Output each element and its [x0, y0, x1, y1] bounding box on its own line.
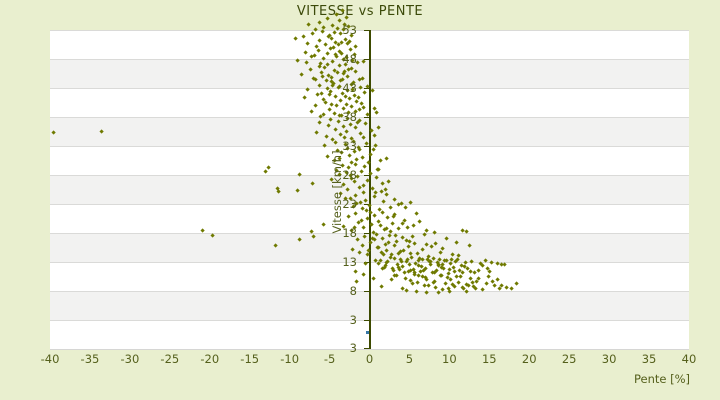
y-axis-tick-mark: [363, 146, 370, 147]
y-axis-tick-mark: [363, 320, 370, 321]
y-tick-label: 48: [342, 52, 357, 66]
y-tick-label: 3: [349, 341, 357, 356]
y-tick-label: 33: [342, 139, 357, 153]
y-axis-tick-mark: [363, 59, 370, 60]
y-axis-tick-mark: [363, 233, 370, 234]
y-tick-label: 23: [342, 197, 357, 211]
x-tick-label: 25: [561, 352, 577, 366]
x-tick-label: -15: [240, 352, 260, 366]
y-tick-label: 18: [342, 226, 357, 240]
y-axis-tick-mark: [363, 117, 370, 118]
x-tick-label: 10: [442, 352, 457, 366]
y-axis-title: Vitesse [km/h]: [330, 150, 344, 234]
x-tick-label: 35: [641, 352, 657, 366]
x-axis-title: Pente [%]: [633, 372, 690, 386]
x-tick-label: 40: [681, 352, 697, 366]
plot-area: [50, 8, 689, 350]
x-tick-label: -30: [120, 352, 140, 366]
x-tick-label: 20: [521, 352, 537, 366]
chart-title: VITESSE vs PENTE: [296, 4, 424, 19]
scatter-point: [360, 271, 366, 277]
scatter-point: [366, 330, 370, 334]
y-tick-label: 13: [342, 255, 357, 269]
y-axis-tick-mark: [363, 30, 370, 31]
scatter-point: [435, 289, 441, 295]
y-tick-label: 8: [349, 284, 357, 298]
x-tick-label: 0: [365, 352, 374, 366]
x-tick-label: -40: [40, 352, 60, 366]
y-tick-label: 53: [342, 23, 357, 37]
x-tick-label: 30: [601, 352, 617, 366]
y-tick-label: 43: [342, 81, 357, 95]
y-axis-tick-mark: [363, 348, 370, 349]
x-tick-label: -10: [280, 352, 300, 366]
y-tick-label: 28: [342, 168, 357, 182]
y-axis-tick-mark: [363, 204, 370, 205]
y-axis-line: [368, 30, 371, 349]
x-tick-label: 5: [405, 352, 414, 366]
scatter-point: [332, 126, 338, 132]
x-tick-label: -5: [323, 352, 336, 366]
y-tick-label: 3: [349, 313, 357, 327]
y-axis-tick-mark: [363, 291, 370, 292]
x-tick-label: 15: [481, 352, 497, 366]
y-axis-tick-mark: [363, 175, 370, 176]
x-tick-label: -25: [160, 352, 180, 366]
x-tick-label: -35: [80, 352, 100, 366]
y-tick-label: 38: [342, 110, 357, 124]
x-tick-label: -20: [200, 352, 220, 366]
